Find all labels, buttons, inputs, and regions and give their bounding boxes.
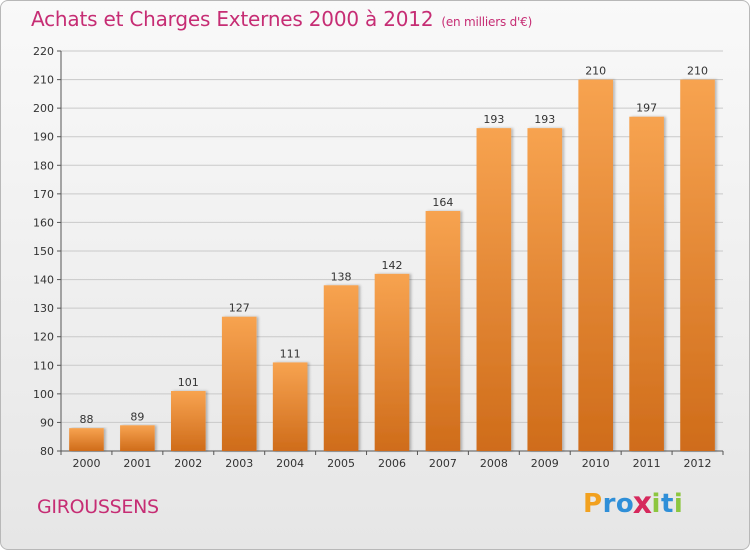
bar-2012 (680, 79, 715, 452)
bar-2004 (272, 362, 308, 451)
data-label-2010: 210 (585, 65, 606, 78)
bar-2005 (323, 285, 359, 451)
chart-subtitle: (en milliers d'€) (441, 15, 533, 29)
data-labels: 88 89 101 127 111 138 142 164 193 193 210 197 210 (79, 65, 708, 427)
bar-2007 (425, 211, 461, 451)
bar-2009 (527, 128, 563, 451)
bar-2010 (578, 79, 614, 452)
bar-2006 (374, 273, 410, 451)
x-tick-label-2005: 2005 (327, 457, 355, 470)
chart-title-text: Achats et Charges Externes 2000 à 2012 (31, 7, 434, 31)
y-tick-label: 190 (33, 131, 54, 144)
data-label-2009: 193 (534, 113, 555, 126)
bar-2000 (69, 428, 104, 451)
logo-letter: x (632, 486, 653, 522)
commune-name: GIROUSSENS (37, 496, 159, 518)
logo-letter: i (651, 489, 661, 519)
x-tick-label-2006: 2006 (378, 457, 406, 470)
data-label-2005: 138 (331, 270, 352, 283)
y-tick-label: 180 (33, 159, 54, 172)
logo-letter: t (660, 489, 674, 519)
data-label-2002: 101 (178, 376, 199, 389)
data-label-2001: 89 (130, 410, 144, 423)
y-tick-label: 170 (33, 188, 54, 201)
x-tick-label-2002: 2002 (174, 457, 202, 470)
y-tick-label: 120 (33, 331, 54, 344)
x-tick-label-2010: 2010 (582, 457, 610, 470)
data-label-2011: 197 (636, 102, 657, 115)
x-tick-label-2000: 2000 (72, 457, 100, 470)
data-label-2007: 164 (432, 196, 453, 209)
data-label-2004: 111 (280, 347, 301, 360)
data-label-2003: 127 (229, 302, 250, 315)
x-tick-label-2009: 2009 (531, 457, 559, 470)
x-tick-label-2007: 2007 (429, 457, 457, 470)
y-tick-label: 80 (40, 445, 54, 458)
y-tick-label: 100 (33, 388, 54, 401)
y-tick-label: 160 (33, 216, 54, 229)
x-tick-label-2008: 2008 (480, 457, 508, 470)
bars (69, 79, 715, 452)
y-tick-label: 210 (33, 74, 54, 87)
x-tick-label-2011: 2011 (633, 457, 661, 470)
y-tick-label: 130 (33, 302, 54, 315)
bar-2008 (476, 128, 512, 451)
data-label-2000: 88 (79, 413, 93, 426)
x-tick-label-2004: 2004 (276, 457, 304, 470)
chart-title: Achats et Charges Externes 2000 à 2012 (e… (31, 7, 532, 31)
logo-letter: i (673, 489, 684, 519)
data-label-2006: 142 (382, 259, 403, 272)
y-tick-label: 200 (33, 102, 54, 115)
x-tick-label-2003: 2003 (225, 457, 253, 470)
logo-letter: P (583, 489, 603, 519)
bar-2011 (629, 116, 664, 451)
bar-2002 (170, 391, 206, 451)
logo-letter: o (615, 489, 635, 519)
data-label-2008: 193 (483, 113, 504, 126)
y-tick-label: 110 (33, 359, 54, 372)
y-tick-label: 90 (40, 416, 54, 429)
x-tick-label-2012: 2012 (684, 457, 712, 470)
y-tick-label: 150 (33, 245, 54, 258)
y-tick-label: 140 (33, 274, 54, 287)
bar-2003 (221, 316, 257, 451)
x-tick-label-2001: 2001 (123, 457, 151, 470)
bar-2001 (120, 425, 155, 451)
data-label-2012: 210 (687, 65, 708, 78)
proxiti-logo: Proxiti (583, 486, 684, 522)
y-tick-label: 220 (33, 45, 54, 58)
logo-letter: r (602, 489, 616, 519)
